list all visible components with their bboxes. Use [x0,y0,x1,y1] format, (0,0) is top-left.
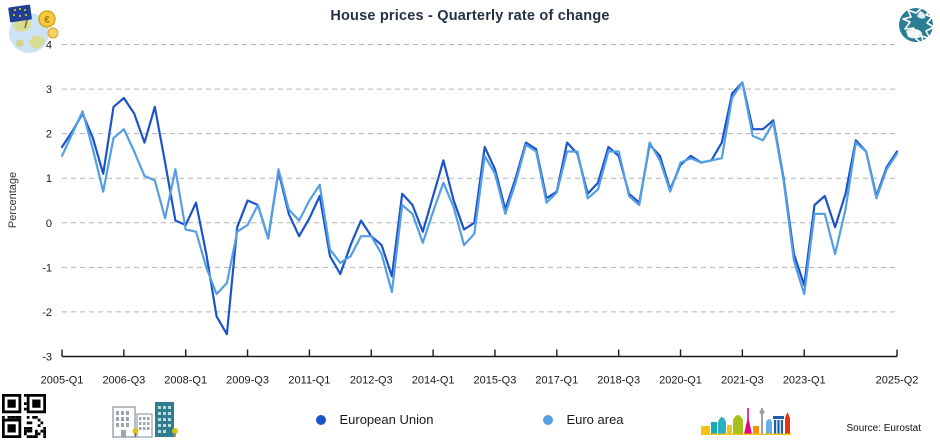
legend-label-euro-area: Euro area [566,412,624,427]
x-tick-label: 2014-Q1 [412,375,455,387]
y-tick-label: -3 [42,352,52,364]
x-tick-label: 2006-Q3 [102,375,145,387]
eurostat-europe-globe-icon [899,5,935,45]
x-tick-label: 2008-Q1 [164,375,207,387]
series-line-euro-area [60,81,899,296]
y-tick-label: 2 [46,129,52,141]
chart-legend: European Union Euro area [0,412,940,427]
x-tick-label: 2020-Q1 [659,375,702,387]
y-axis-title: Percentage [7,172,19,228]
euro-area-dot-icon [543,414,554,425]
legend-label-european-union: European Union [339,412,434,427]
y-tick-label: 0 [46,218,52,230]
x-tick-label: 2005-Q1 [41,375,84,387]
x-tick-label: 2018-Q3 [597,375,640,387]
svg-text:€: € [44,15,50,26]
y-tick-label: 4 [46,40,52,52]
series-line-european-union [60,81,899,336]
x-tick-label: 2012-Q3 [350,375,393,387]
qr-code-icon [2,394,46,438]
x-tick-label: 2011-Q1 [288,375,330,387]
european-union-dot-icon [316,414,327,425]
line-chart: 4 3 2 1 0 -1 -2 -3 2005-Q1 2006-Q3 2008-Q1 2009-Q3 2… [7,40,919,387]
legend-item-european-union: European Union [316,412,433,427]
european-landmarks-skyline-icon [701,408,791,435]
buildings-icon [112,402,178,438]
x-tick-label: 2015-Q3 [474,375,517,387]
x-tick-label: 2021-Q3 [721,375,764,387]
x-tick-label: 2009-Q3 [226,375,269,387]
page-title: House prices - Quarterly rate of change [330,8,610,24]
source-note: Source: Eurostat [846,423,921,434]
legend-item-euro-area: Euro area [543,412,624,427]
y-tick-label: -1 [42,262,52,274]
y-tick-label: -2 [42,307,52,319]
x-tick-label: 2017-Q1 [535,375,578,387]
globe-euro-flag-coins-icon: € [8,4,59,53]
y-tick-label: 3 [46,84,52,96]
x-tick-label: 2023-Q1 [783,375,826,387]
y-tick-label: 1 [46,173,52,185]
x-tick-label: 2025-Q2 [876,375,919,387]
